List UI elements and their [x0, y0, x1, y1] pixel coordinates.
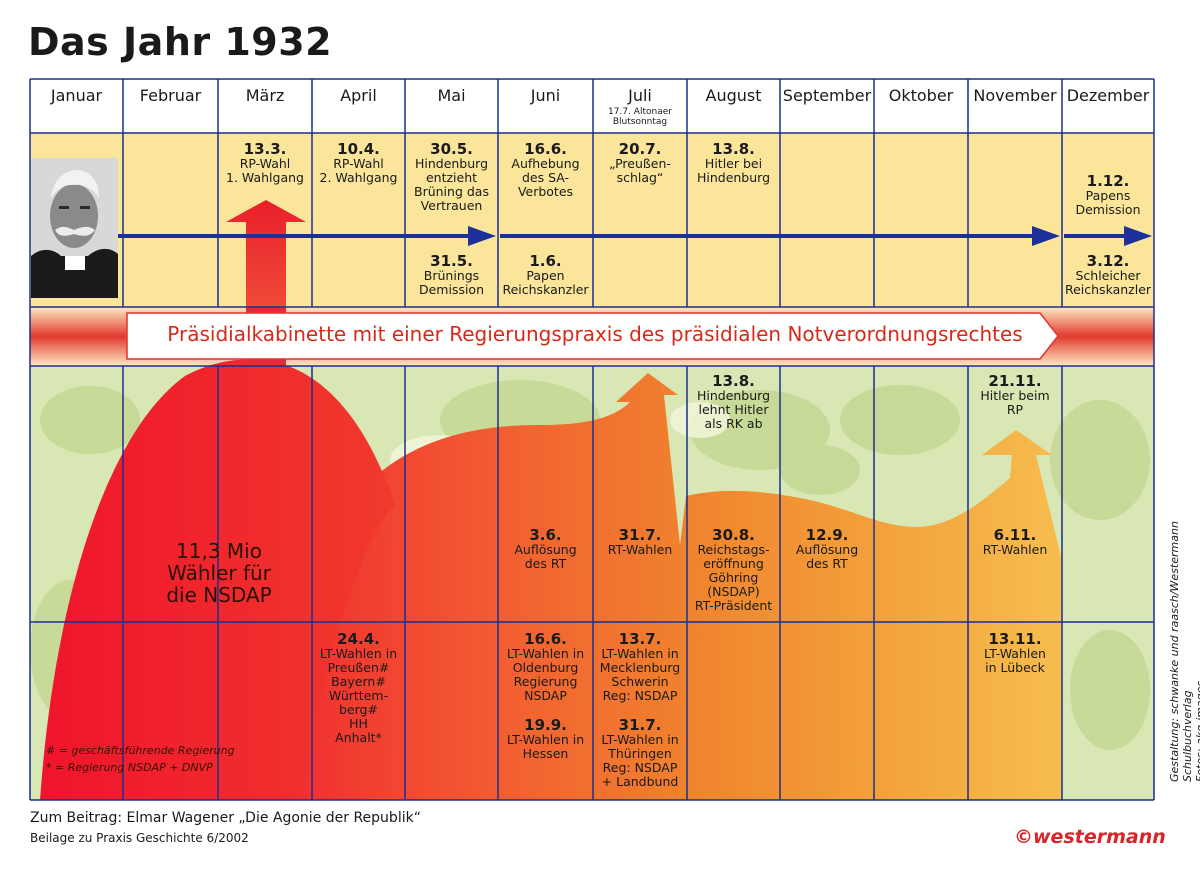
event-preussenschlag: 20.7. „Preußen- schlag“ — [609, 140, 671, 185]
event-lt-wahlen-hessen: 19.9. LT-Wahlen in Hessen — [506, 716, 585, 761]
nsdap-waehler-label: 11,3 Mio Wähler für die NSDAP — [166, 539, 272, 607]
july-note: 17.7. Altonaer Blutsonntag — [608, 107, 672, 127]
event-hitler-hindenburg: 13.8. Hitler bei Hindenburg — [696, 140, 771, 185]
event-rt-aufloesung-juni: 3.6. Auflösung des RT — [514, 526, 577, 571]
event-rt-wahlen-nov: 6.11. RT-Wahlen — [982, 526, 1048, 557]
month-september: September — [782, 86, 872, 105]
banner-text: Präsidialkabinette mit einer Regierungsp… — [167, 322, 1023, 346]
event-lt-wahlen-april: 24.4. LT-Wahlen in Preußen# Bayern# Württ… — [319, 630, 398, 745]
grid-columns — [29, 79, 1155, 800]
month-januar: Januar — [50, 86, 103, 105]
event-rt-aufloesung-sept: 12.9. Auflösung des RT — [795, 526, 859, 571]
event-papen-demission: 1.12. Papens Demission — [1075, 172, 1141, 217]
month-august: August — [705, 86, 762, 105]
chancellor-timeline — [118, 226, 1152, 246]
event-rp-wahl-1: 13.3. RP-Wahl 1. Wahlgang — [226, 140, 304, 185]
month-juni: Juni — [530, 86, 561, 105]
hindenburg-portrait — [31, 158, 118, 298]
nsdap-vote-area — [248, 373, 1062, 800]
banner-box — [126, 312, 1059, 360]
event-lt-wahlen-mecklenburg: 13.7. LT-Wahlen in Mecklenburg Schwerin R… — [599, 630, 681, 703]
legend-star: * = Regierung NSDAP + DNVP — [46, 761, 213, 774]
page-title: Das Jahr 1932 — [28, 20, 333, 64]
design-credit: Gestaltung: schwanke und raasch/Westerma… — [1168, 521, 1200, 782]
event-lt-wahlen-luebeck: 13.11. LT-Wahlen in Lübeck — [984, 630, 1046, 675]
event-papen-kanzler: 1.6. Papen Reichskanzler — [502, 252, 589, 297]
footer-article: Zum Beitrag: Elmar Wagener „Die Agonie d… — [30, 810, 421, 826]
event-bruening-demission: 31.5. Brünings Demission — [418, 252, 485, 297]
event-hitler-beim-rp: 21.11. Hitler beim RP — [980, 372, 1050, 417]
event-vertrauensentzug: 30.5. Hindenburg entzieht Brüning das Ver… — [414, 140, 489, 213]
event-rp-wahl-2: 10.4. RP-Wahl 2. Wahlgang — [319, 140, 398, 185]
event-rt-eroeffnung: 30.8. Reichstags- eröffnung Göhring (NSDA… — [694, 526, 773, 613]
month-oktober: Oktober — [888, 86, 954, 105]
month-april: April — [340, 86, 377, 105]
month-mai: Mai — [437, 86, 466, 105]
event-lt-wahlen-oldenburg: 16.6. LT-Wahlen in Oldenburg Regierung NS… — [506, 630, 585, 703]
event-hitler-abgelehnt: 13.8. Hindenburg lehnt Hitler als RK ab — [696, 372, 771, 431]
footer-supplement: Beilage zu Praxis Geschichte 6/2002 — [30, 831, 249, 845]
month-juli: Juli — [628, 86, 652, 105]
event-lt-wahlen-thueringen: 31.7. LT-Wahlen in Thüringen Reg: NSDAP +… — [601, 716, 679, 789]
march-up-arrow — [226, 200, 306, 307]
month-februar: Februar — [139, 86, 202, 105]
month-maerz: März — [245, 86, 285, 105]
event-sa-verbot: 16.6. Aufhebung des SA- Verbotes — [511, 140, 580, 199]
event-rt-wahlen-juli: 31.7. RT-Wahlen — [607, 526, 673, 557]
month-dezember: Dezember — [1066, 86, 1150, 105]
westermann-logo: ©westermann — [1014, 826, 1166, 848]
month-november: November — [973, 86, 1057, 105]
event-schleicher-kanzler: 3.12. Schleicher Reichskanzler — [1064, 252, 1152, 297]
legend-hash: # = geschäftsführende Regierung — [46, 744, 235, 757]
